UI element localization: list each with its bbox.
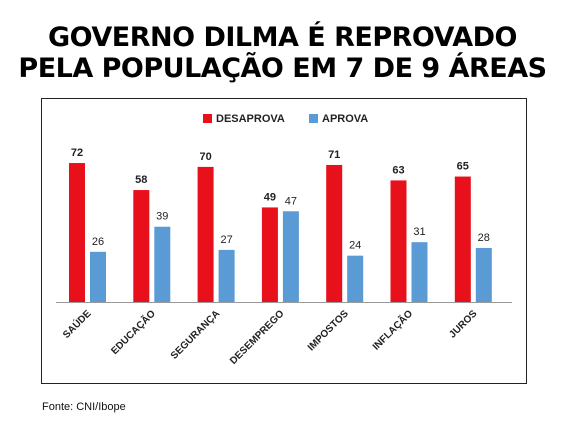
bar-aprova-5 [411, 242, 428, 302]
data-label-aprova-5: 31 [413, 226, 425, 238]
bar-desaprova-6 [454, 176, 471, 302]
data-label-aprova-3: 47 [285, 195, 297, 207]
bar-desaprova-4 [326, 164, 343, 302]
category-label-1: EDUCAÇÃO [108, 307, 158, 357]
legend-swatch-aprova [309, 114, 318, 123]
legend-label-aprova: APROVA [322, 113, 368, 125]
data-label-desaprova-2: 70 [199, 151, 211, 163]
bar-aprova-4 [347, 255, 364, 302]
bar-desaprova-2 [197, 166, 214, 302]
bar-desaprova-0 [69, 163, 85, 302]
bar-desaprova-3 [261, 207, 278, 302]
bar-desaprova-1 [133, 190, 150, 302]
data-label-aprova-1: 39 [156, 211, 168, 223]
legend-swatch-desaprova [203, 114, 212, 123]
data-label-desaprova-1: 58 [135, 174, 147, 186]
headline-line-2: PELA POPULAÇÃO EM 7 DE 9 ÁREAS [18, 53, 547, 84]
data-label-aprova-6: 28 [478, 232, 490, 244]
bar-aprova-3 [282, 211, 299, 302]
data-label-aprova-0: 26 [92, 236, 104, 248]
data-label-desaprova-6: 65 [457, 161, 469, 173]
category-label-0: SAÚDE [60, 307, 94, 341]
data-label-desaprova-4: 71 [328, 149, 340, 161]
category-label-4: IMPOSTOS [306, 308, 351, 353]
data-label-aprova-4: 24 [349, 240, 361, 252]
headline: GOVERNO DILMA É REPROVADO PELA POPULAÇÃO… [0, 22, 565, 84]
category-label-2: SEGURANÇA [169, 308, 222, 361]
data-label-desaprova-5: 63 [392, 164, 404, 176]
category-label-3: DESEMPREGO [228, 308, 287, 367]
bar-chart: DESAPROVA APROVA 72 26 SAÚDE 58 39 EDUCAÇÃO 70 27… [56, 113, 512, 367]
bar-aprova-6 [475, 247, 492, 302]
headline-line-1: GOVERNO DILMA É REPROVADO [47, 22, 518, 53]
chart-frame: DESAPROVA APROVA 72 26 SAÚDE 58 39 EDUCAÇÃO 70 27… [41, 98, 527, 384]
bar-aprova-0 [90, 251, 106, 302]
bar-aprova-2 [218, 249, 235, 302]
category-label-6: JUROS [447, 308, 479, 340]
bar-aprova-1 [154, 226, 171, 302]
legend-label-desaprova: DESAPROVA [216, 113, 285, 125]
bar-desaprova-5 [390, 180, 407, 302]
data-label-aprova-2: 27 [220, 234, 232, 246]
source-note: Fonte: CNI/Ibope [42, 401, 126, 413]
category-label-5: INFLAÇÃO [369, 307, 415, 353]
data-label-desaprova-0: 72 [71, 147, 83, 159]
data-label-desaprova-3: 49 [264, 191, 276, 203]
